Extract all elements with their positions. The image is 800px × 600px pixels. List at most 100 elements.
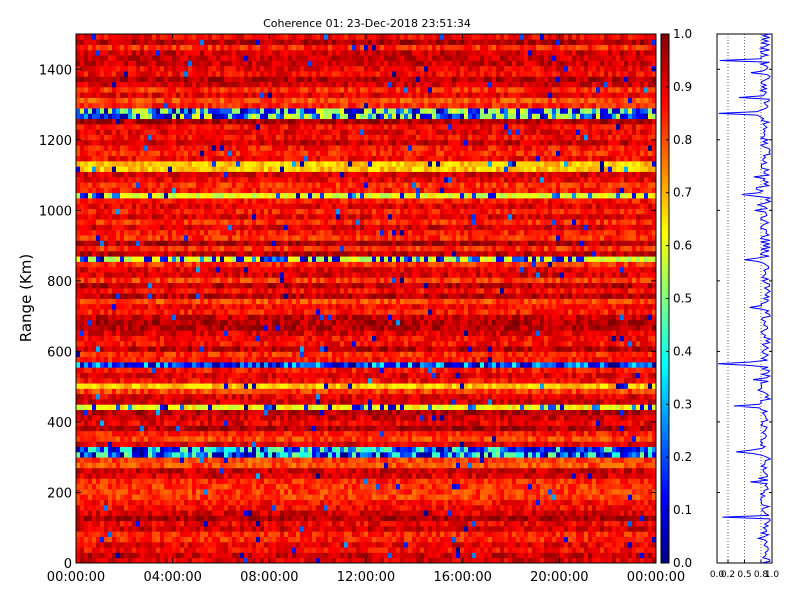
heatmap-cell <box>468 515 473 522</box>
heatmap-cell <box>576 462 581 469</box>
heatmap-cell <box>648 541 653 548</box>
heatmap-cell <box>268 451 273 458</box>
heatmap-cell <box>596 478 601 485</box>
heatmap-cell <box>236 488 241 495</box>
heatmap-cell <box>240 488 245 495</box>
heatmap-cell <box>192 409 197 416</box>
heatmap-cell <box>292 536 297 543</box>
heatmap-cell <box>640 552 645 559</box>
heatmap-cell <box>444 462 449 469</box>
heatmap-cell <box>156 531 161 537</box>
heatmap-cell <box>128 547 133 553</box>
heatmap-cell <box>124 430 129 437</box>
heatmap-cell <box>172 531 177 537</box>
heatmap-cell <box>388 552 393 559</box>
heatmap-cell <box>388 414 393 421</box>
heatmap-cell <box>208 430 213 437</box>
heatmap-cell <box>300 531 305 537</box>
heatmap-cell <box>360 557 365 564</box>
heatmap-cell <box>320 446 325 453</box>
heatmap-cell <box>636 473 641 479</box>
heatmap-cell <box>464 510 469 516</box>
heatmap-cell <box>484 430 489 437</box>
heatmap-cell <box>304 420 309 426</box>
heatmap-cell <box>448 483 453 490</box>
heatmap-cell <box>560 441 565 448</box>
heatmap-cell <box>244 536 249 543</box>
heatmap-cell <box>376 409 381 416</box>
heatmap-cell <box>556 451 561 458</box>
heatmap-cell <box>424 388 429 395</box>
heatmap-cell <box>456 541 461 548</box>
heatmap-cell <box>120 552 125 559</box>
heatmap-cell <box>644 488 649 495</box>
heatmap-cell <box>468 420 473 426</box>
heatmap-cell <box>296 525 301 532</box>
heatmap-cell <box>148 531 153 537</box>
heatmap-cell <box>128 510 133 516</box>
heatmap-cell <box>428 462 433 469</box>
heatmap-cell <box>436 420 441 426</box>
heatmap-cell <box>184 388 189 395</box>
heatmap-cell <box>376 478 381 485</box>
heatmap-cell <box>204 536 209 543</box>
heatmap-cell <box>476 399 481 405</box>
heatmap-cell <box>496 462 501 469</box>
heatmap-cell <box>176 488 181 495</box>
heatmap-cell <box>428 404 433 410</box>
heatmap-cell <box>476 441 481 448</box>
heatmap-cell <box>628 457 633 463</box>
heatmap-cell <box>588 467 593 474</box>
heatmap-cell <box>228 451 233 458</box>
heatmap-cell <box>464 430 469 437</box>
heatmap-cell <box>540 446 545 453</box>
heatmap-cell <box>236 552 241 559</box>
heatmap-cell <box>572 504 577 511</box>
heatmap-cell <box>516 520 521 527</box>
heatmap-cell <box>272 420 277 426</box>
heatmap-cell <box>180 457 185 463</box>
heatmap-cell <box>408 409 413 416</box>
heatmap-cell <box>440 494 445 500</box>
heatmap-cell <box>568 531 573 537</box>
heatmap-cell <box>280 404 285 410</box>
heatmap-cell <box>112 441 117 448</box>
heatmap-cell <box>580 430 585 437</box>
heatmap-cell <box>180 515 185 522</box>
heatmap-cell <box>288 488 293 495</box>
heatmap-cell <box>276 541 281 548</box>
heatmap-cell <box>520 499 525 506</box>
heatmap-cell <box>312 404 317 410</box>
heatmap-cell <box>588 520 593 527</box>
heatmap-cell <box>440 510 445 516</box>
heatmap-cell <box>400 536 405 543</box>
heatmap-cell <box>132 525 137 532</box>
heatmap-cell <box>592 473 597 479</box>
heatmap-cell <box>272 515 277 522</box>
heatmap-cell <box>468 520 473 527</box>
heatmap-cell <box>236 383 241 389</box>
heatmap-cell <box>220 510 225 516</box>
heatmap-cell <box>320 557 325 564</box>
heatmap-cell <box>288 510 293 516</box>
heatmap-cell <box>400 531 405 537</box>
heatmap-cell <box>332 457 337 463</box>
heatmap-cell <box>136 510 141 516</box>
heatmap-cell <box>616 504 621 511</box>
heatmap-cell <box>264 409 269 416</box>
heatmap-cell <box>564 388 569 395</box>
heatmap-cell <box>512 436 517 442</box>
heatmap-cell <box>544 425 549 432</box>
heatmap-cell <box>100 547 105 553</box>
heatmap-cell <box>176 393 181 400</box>
heatmap-cell <box>304 525 309 532</box>
heatmap-cell <box>280 536 285 543</box>
heatmap-cell <box>80 425 85 432</box>
heatmap-cell <box>572 383 577 389</box>
heatmap-cell <box>176 441 181 448</box>
heatmap-cell <box>552 473 557 479</box>
heatmap-cell <box>336 483 341 490</box>
heatmap-cell <box>268 557 273 564</box>
heatmap-cell <box>404 499 409 506</box>
heatmap-cell <box>308 430 313 437</box>
